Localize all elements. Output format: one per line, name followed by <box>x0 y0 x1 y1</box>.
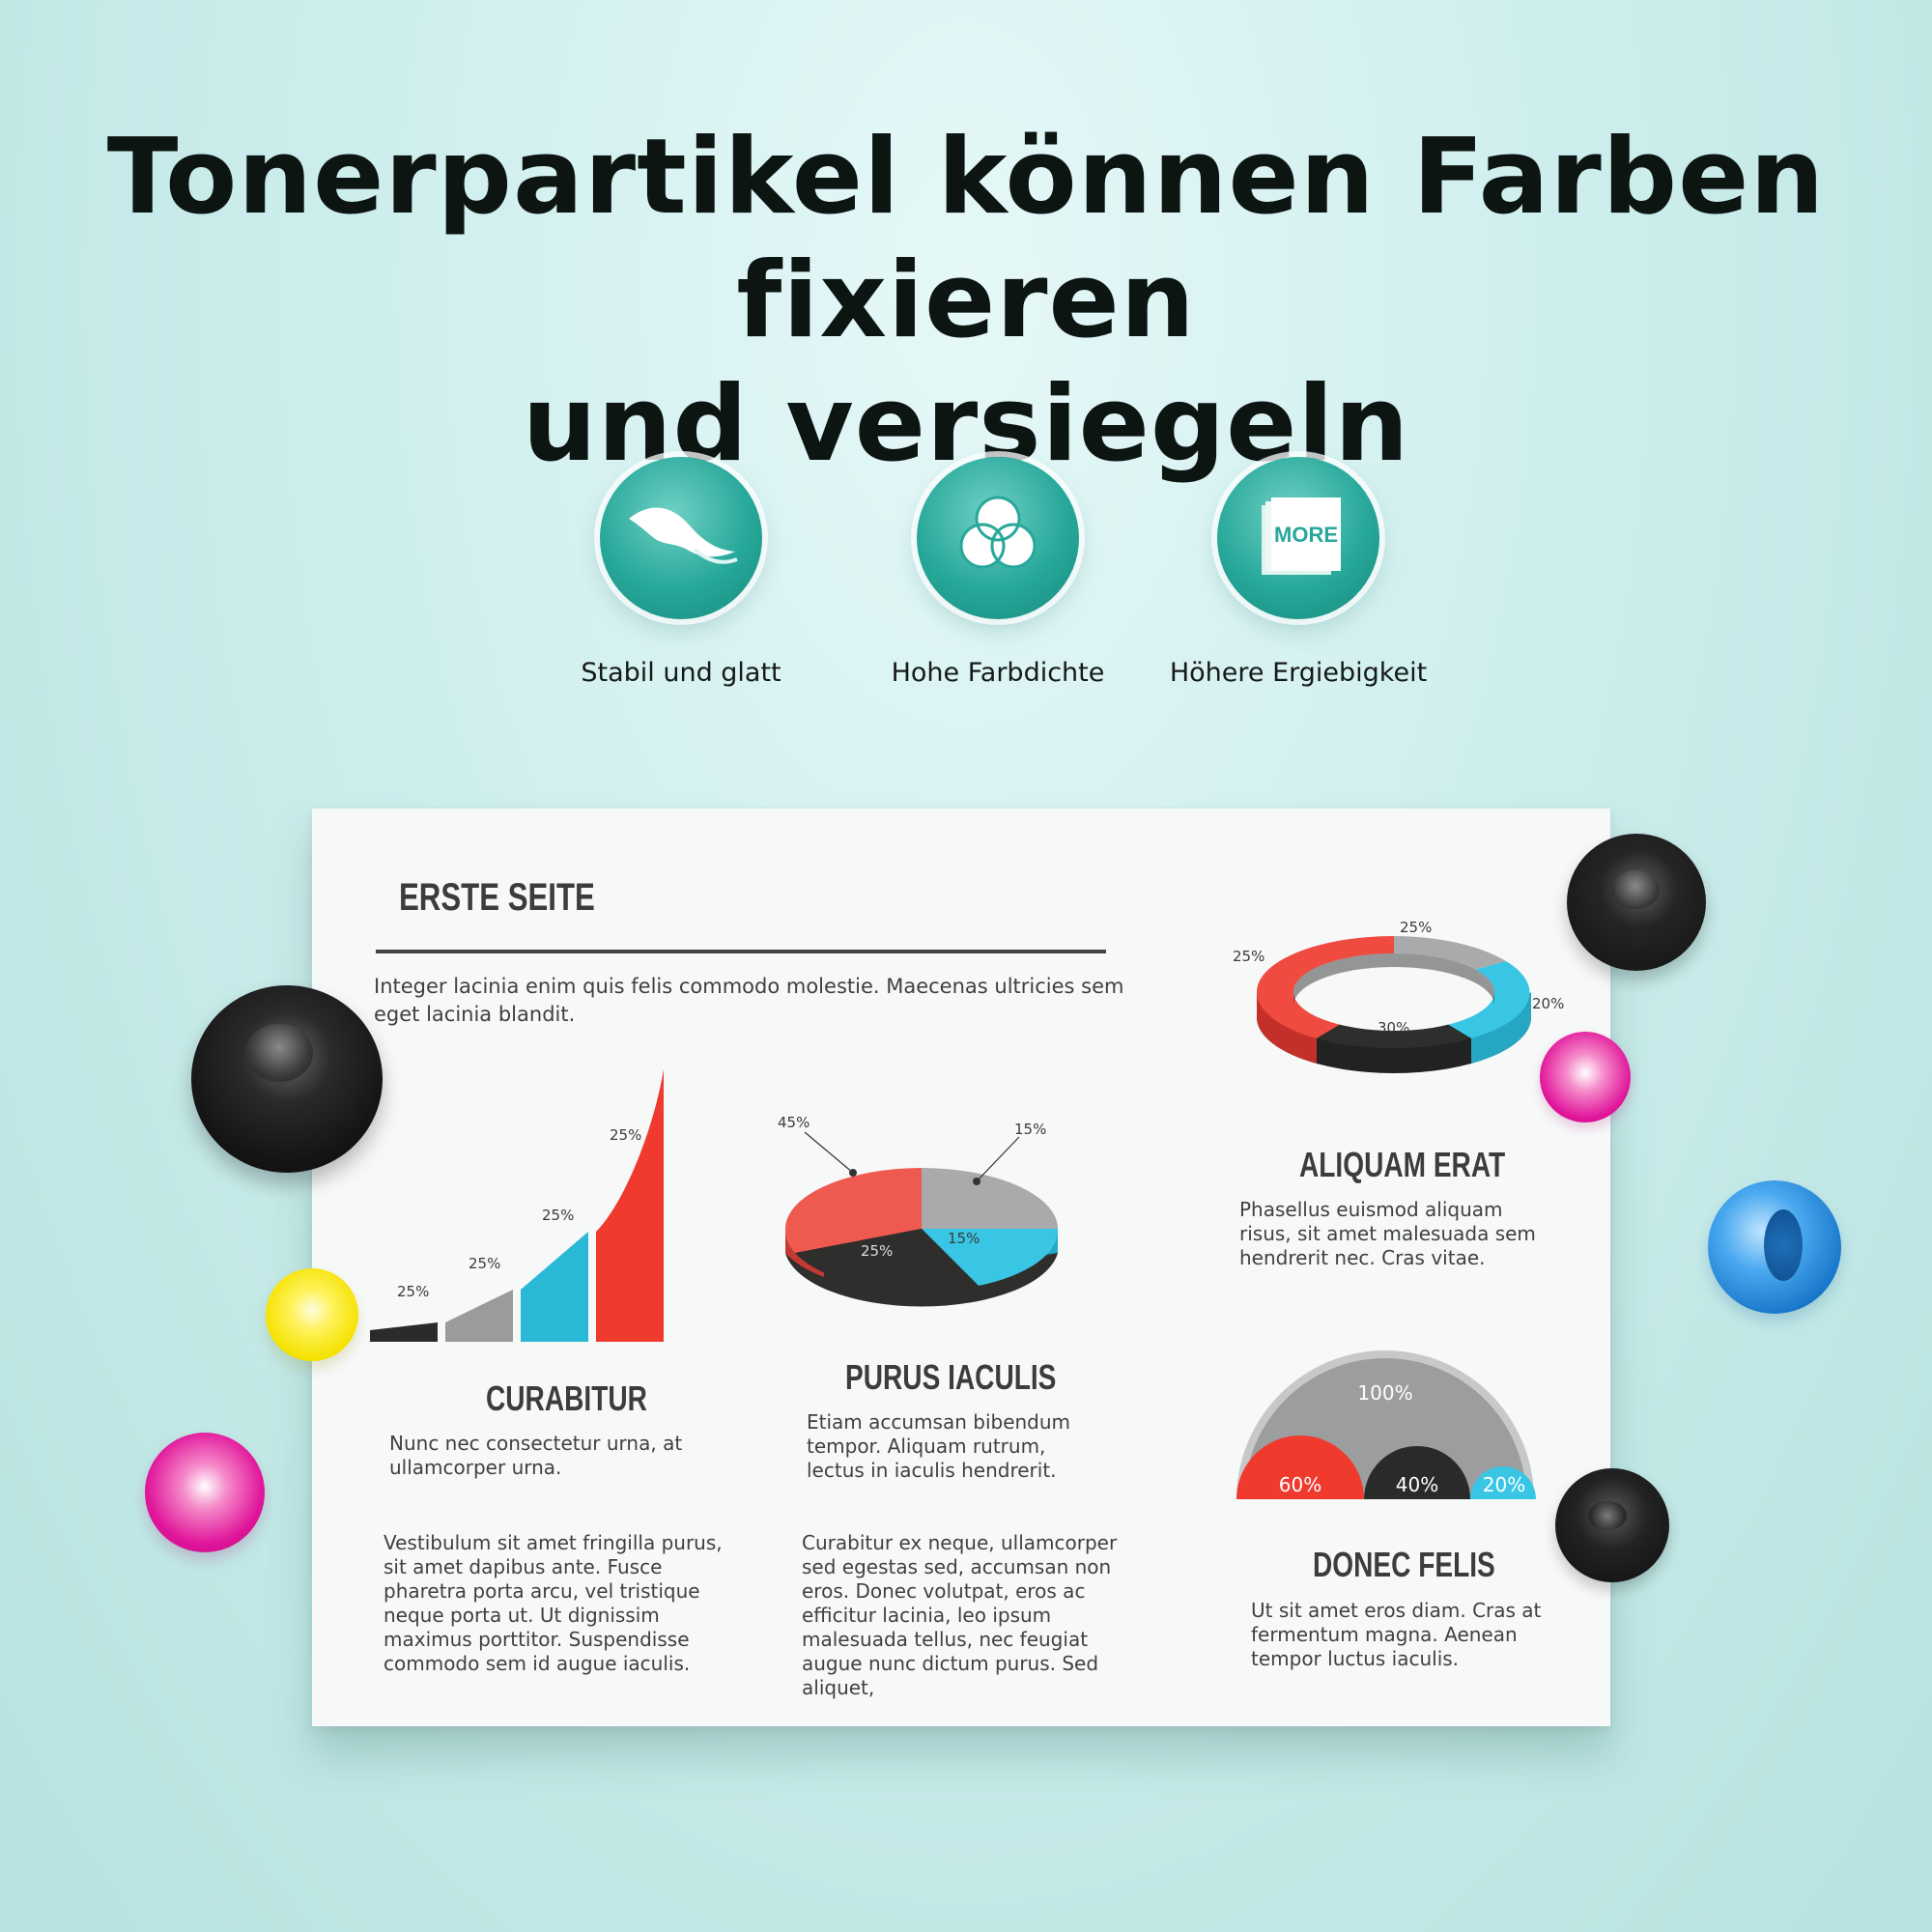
printed-sheet: ERSTE SEITE Integer lacinia enim quis fe… <box>312 809 1610 1726</box>
pie-dot-45 <box>849 1169 857 1177</box>
donut-label-black: 30% <box>1378 1019 1409 1037</box>
ball-highlight <box>1588 1501 1627 1530</box>
pie-slice-45 <box>784 1168 922 1253</box>
donut-hole <box>1293 953 1494 1031</box>
semi-label-40: 40% <box>1396 1473 1438 1496</box>
semi-20 <box>1470 1466 1536 1499</box>
semi-60 <box>1236 1435 1364 1499</box>
more-text: MORE <box>1274 523 1338 547</box>
bar-label-4: 25% <box>610 1126 641 1144</box>
ball-highlight <box>1611 870 1660 909</box>
growth-bar-3 <box>521 1232 588 1342</box>
ball-highlight <box>1764 1209 1803 1281</box>
curabitur-text: Nunc nec consectetur urna, at ullamcorpe… <box>389 1432 683 1479</box>
title-rule <box>376 950 1106 953</box>
smooth-ribbon-icon <box>629 507 738 564</box>
magenta-toner-ball-right <box>1540 1032 1631 1122</box>
headline: Tonerpartikel können Farben fixieren und… <box>0 116 1932 487</box>
pie-slice-15-grey <box>922 1168 1058 1229</box>
black-toner-ball-bottom-right <box>1555 1468 1669 1582</box>
purus-long-text: Curabitur ex neque, ullamcorper sed eges… <box>802 1531 1118 1699</box>
curabitur-long-text: Vestibulum sit amet fringilla purus, sit… <box>384 1531 723 1675</box>
pie-leader-15 <box>976 1136 1020 1182</box>
feature-badge: MORE <box>1217 457 1379 619</box>
donut-label-cyan: 20% <box>1532 995 1564 1012</box>
aliquam-text: Phasellus euismod aliquam risus, sit ame… <box>1239 1198 1536 1269</box>
pie-label-15-grey: 15% <box>1014 1121 1046 1138</box>
sheet-title: ERSTE SEITE <box>399 876 595 919</box>
feature-yield: MORE Höhere Ergiebigkeit <box>1124 457 1472 688</box>
donut-label-grey: 25% <box>1400 919 1432 936</box>
cyan-toner-ball <box>1708 1180 1841 1314</box>
magenta-toner-ball-left <box>145 1433 265 1552</box>
pie-slice-15-cyan <box>922 1229 1059 1286</box>
feature-density: Hohe Farbdichte <box>824 457 1172 688</box>
semi-40 <box>1364 1446 1470 1499</box>
black-toner-ball-top-right <box>1567 834 1706 971</box>
black-toner-ball-large <box>191 985 383 1173</box>
semicircle-chart: 100% 60% 40% 20% <box>1236 1350 1536 1499</box>
semi-label-20: 20% <box>1483 1473 1525 1496</box>
ball-highlight <box>245 1024 313 1082</box>
feature-stable: Stabil und glatt <box>507 457 855 688</box>
three-circles-icon <box>959 496 1037 569</box>
purus-heading: PURUS IACULIS <box>845 1357 1057 1397</box>
pie-label-25: 25% <box>861 1242 893 1260</box>
growth-bar-1 <box>370 1322 438 1342</box>
growth-bar-4 <box>596 1069 664 1342</box>
growth-bar-2 <box>445 1290 513 1342</box>
headline-line-1: Tonerpartikel können Farben fixieren <box>106 117 1826 361</box>
feature-badge <box>600 457 762 619</box>
yellow-toner-ball <box>266 1268 358 1361</box>
donec-heading: DONEC FELIS <box>1313 1545 1495 1584</box>
pie-label-45: 45% <box>778 1114 810 1131</box>
growth-bar-chart: 25% 25% 25% 25% <box>370 1069 664 1342</box>
bar-label-1: 25% <box>397 1283 429 1300</box>
semi-label-60: 60% <box>1279 1473 1321 1496</box>
purus-text: Etiam accumsan bibendum tempor. Aliquam … <box>807 1410 1071 1482</box>
feature-label: Stabil und glatt <box>581 658 781 688</box>
bar-label-3: 25% <box>542 1207 574 1224</box>
aliquam-heading: ALIQUAM ERAT <box>1299 1145 1506 1184</box>
feature-label: Hohe Farbdichte <box>891 658 1105 688</box>
semi-label-100: 100% <box>1357 1381 1412 1405</box>
pie-chart-3d: 45% 15% 15% 25% <box>778 1114 1059 1307</box>
donut-label-red: 25% <box>1233 948 1264 965</box>
pie-leader-45 <box>804 1131 854 1174</box>
feature-label: Höhere Ergiebigkeit <box>1169 658 1428 688</box>
curabitur-heading: CURABITUR <box>486 1378 647 1418</box>
intro-text: Integer lacinia enim quis felis commodo … <box>374 975 1124 1026</box>
pie-label-15-cyan: 15% <box>948 1230 980 1247</box>
pie-dot-15 <box>973 1178 980 1185</box>
donec-text: Ut sit amet eros diam. Cras at fermentum… <box>1251 1599 1542 1670</box>
pie-slice-25 <box>795 1229 979 1292</box>
feature-badge <box>917 457 1079 619</box>
donut-chart-3d: 25% 25% 20% 30% <box>1233 919 1564 1073</box>
more-pages-icon: MORE <box>1262 497 1341 575</box>
bar-label-2: 25% <box>469 1255 500 1272</box>
